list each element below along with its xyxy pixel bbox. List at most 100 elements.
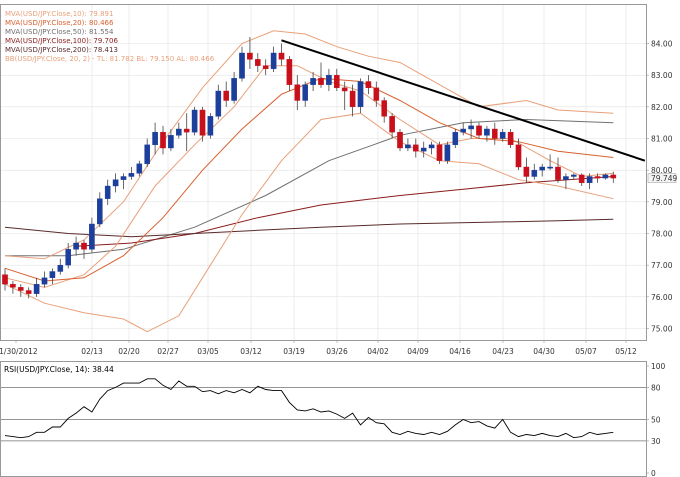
rsi-tick-label: 30 [651, 437, 661, 446]
candle-up [57, 264, 64, 272]
candle-up [33, 283, 40, 294]
candle-up [104, 185, 111, 199]
date-tick-label: 04/23 [492, 347, 514, 356]
date-tick-label: 01/30/2012 [0, 347, 38, 356]
candle-down [389, 116, 395, 133]
candle-up [499, 131, 506, 139]
candle-down [397, 131, 403, 149]
ma-line [76, 176, 614, 247]
date-tick-label: 03/19 [283, 347, 305, 356]
date-tick-label: 04/16 [449, 347, 471, 356]
candle-down [578, 174, 585, 184]
candle-up [89, 223, 95, 250]
candle-down [294, 84, 301, 101]
candle-down [286, 59, 293, 85]
candle-down [2, 274, 8, 285]
candle-down [160, 131, 166, 149]
candle-up [168, 135, 174, 149]
trend-line [281, 39, 646, 162]
price-tick-label: 80.00 [651, 166, 673, 175]
candle-up [484, 128, 490, 136]
date-tick-label: 02/13 [81, 347, 103, 356]
candle-up [468, 125, 474, 130]
candle-up [136, 163, 143, 174]
candle-up [49, 271, 56, 279]
legend-ma20: MVA(USD/JPY.Close,20): 80.466 [5, 19, 114, 27]
candle-down [223, 90, 230, 101]
ma-line [4, 218, 614, 238]
price-axis-labels: 84.00 83.00 82.00 81.00 80.00 79.00 78.00 77.00… [646, 40, 673, 334]
ma-line [4, 30, 614, 260]
candle-down [199, 109, 206, 136]
rsi-tick-label: 0 [651, 469, 656, 477]
candle-up [152, 131, 158, 146]
price-grid [1, 5, 646, 340]
candle-up [65, 249, 71, 266]
candle-up [302, 84, 309, 101]
candle-down [278, 52, 285, 60]
date-tick-label: 02/27 [157, 347, 179, 356]
date-tick-label: 04/02 [367, 347, 389, 356]
date-tick-label: 03/05 [197, 347, 219, 356]
candle-down [413, 144, 419, 152]
last-price-label: 79.749 [651, 174, 677, 183]
price-tick-label: 76.00 [651, 293, 673, 302]
last-price-marker: 79.749 [647, 173, 677, 183]
date-tick-label: 02/20 [118, 347, 140, 356]
candle-up [310, 78, 316, 85]
date-tick-label: 05/07 [575, 347, 597, 356]
candle-up [239, 52, 245, 79]
candle-up [357, 81, 364, 108]
candle-up [231, 78, 237, 101]
candle-up [420, 147, 427, 152]
candle-up [602, 174, 609, 179]
candlesticks [2, 37, 617, 299]
candle-up [191, 109, 198, 133]
moving-average-lines [4, 30, 614, 333]
rsi-tick-label: 100 [651, 362, 666, 371]
candle-down [476, 125, 482, 136]
candle-up [452, 131, 459, 146]
candle-down [18, 287, 24, 291]
rsi-title: RSI(USD/JPY.Close, 14): 38.44 [4, 365, 114, 374]
candle-down [436, 144, 443, 161]
candle-down [334, 74, 340, 89]
candle-down [373, 87, 380, 101]
candle-up [207, 116, 214, 136]
candle-down [25, 290, 32, 294]
candle-up [270, 52, 277, 70]
candle-up [175, 128, 182, 136]
candle-down [247, 52, 253, 60]
candle-down [523, 166, 530, 177]
candle-up [128, 173, 135, 177]
candle-up [460, 128, 467, 133]
ma-line [5, 118, 614, 257]
legend-bollinger: BB(USD/JPY.Close, 20, 2) - TL: 81.782 BL… [5, 55, 215, 63]
candle-down [254, 59, 261, 66]
rsi-line [4, 378, 614, 439]
rsi-reference-lines [1, 387, 646, 442]
rsi-tick-label: 50 [651, 416, 661, 425]
candle-up [96, 198, 103, 225]
price-tick-label: 78.00 [651, 230, 673, 239]
candle-down [183, 128, 190, 133]
price-tick-label: 81.00 [651, 135, 673, 144]
date-tick-label: 03/12 [240, 347, 262, 356]
candle-up [326, 74, 332, 85]
price-tick-label: 84.00 [651, 40, 673, 49]
rsi-axis-labels: 100 80 50 30 0 [646, 362, 666, 477]
price-tick-label: 83.00 [651, 71, 673, 80]
price-tick-label: 75.00 [651, 325, 673, 334]
price-tick-label: 82.00 [651, 103, 673, 112]
candle-down [318, 78, 324, 85]
candle-down [507, 131, 514, 146]
candle-down [555, 166, 561, 180]
x-axis-labels: 01/30/2012 02/13 02/20 02/27 03/05 03/12 03/19… [0, 340, 637, 356]
candle-up [563, 176, 569, 180]
legend-ma50: MVA(USD/JPY.Close,50): 81.554 [5, 28, 114, 36]
candle-down [515, 144, 522, 168]
candle-down [610, 174, 617, 179]
candle-down [349, 90, 356, 108]
candle-up [547, 166, 553, 169]
